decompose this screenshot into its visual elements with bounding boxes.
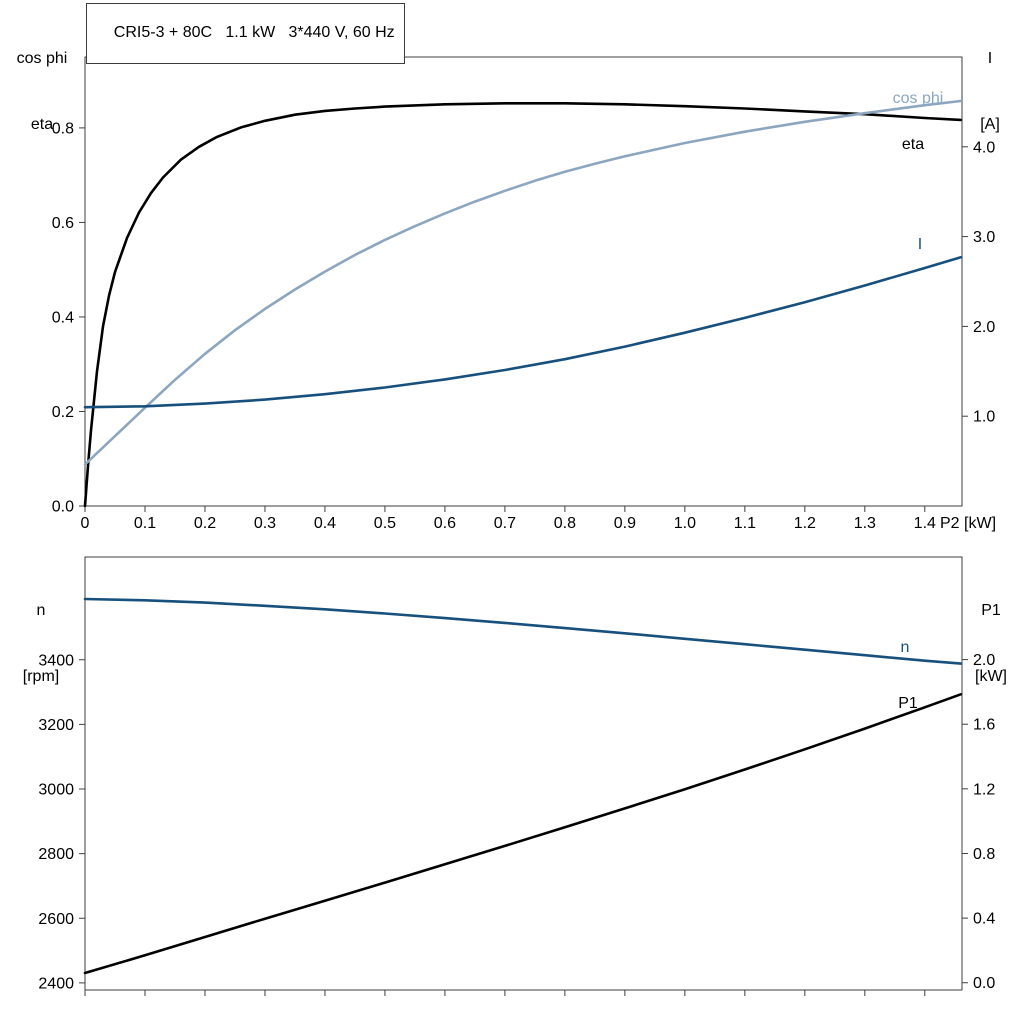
svg-text:1.1: 1.1 [734,515,756,532]
svg-text:0.8: 0.8 [554,515,576,532]
axis-title-speed: n [36,602,46,619]
svg-text:0.0: 0.0 [52,499,74,516]
svg-text:1.2: 1.2 [794,515,816,532]
axis-title-speed-unit: [rpm] [22,668,60,685]
svg-text:0.0: 0.0 [973,975,995,992]
svg-text:1.4: 1.4 [914,515,936,532]
svg-text:eta: eta [902,136,924,153]
svg-text:cos phi: cos phi [893,90,944,107]
svg-text:3400: 3400 [38,652,74,669]
svg-text:P1: P1 [898,695,918,712]
svg-text:0.5: 0.5 [374,515,396,532]
svg-text:0.6: 0.6 [434,515,456,532]
svg-text:2400: 2400 [38,975,74,992]
axis-title-input-power: P1 [981,602,1001,619]
svg-text:2800: 2800 [38,846,74,863]
svg-text:1.0: 1.0 [973,409,995,426]
axis-title-eta: eta [30,116,54,133]
top-right-axis-title: I [A] [962,4,1018,180]
svg-text:4.0: 4.0 [973,139,995,156]
axis-title-current-unit: [A] [980,116,1000,133]
axis-title-cos-phi: cos phi [16,50,68,67]
axis-title-input-power-unit: [kW] [975,668,1007,685]
svg-text:3000: 3000 [38,782,74,799]
svg-text:0.1: 0.1 [134,515,156,532]
bottom-left-axis-title: n [rpm] [4,556,78,732]
svg-text:0.7: 0.7 [494,515,516,532]
bottom-right-axis-title: P1 [kW] [960,556,1022,732]
svg-text:0.2: 0.2 [194,515,216,532]
svg-text:3.0: 3.0 [973,229,995,246]
svg-text:1.3: 1.3 [854,515,876,532]
svg-text:2.0: 2.0 [973,652,995,669]
chart-title: CRI5-3 + 80C 1.1 kW 3*440 V, 60 Hz [113,24,395,41]
svg-text:3200: 3200 [38,717,74,734]
svg-text:0.8: 0.8 [52,120,74,137]
svg-text:0: 0 [81,515,90,532]
top-left-axis-title: cos phi eta [4,4,80,180]
svg-text:I: I [918,236,922,253]
svg-text:0.4: 0.4 [314,515,336,532]
svg-text:n: n [901,639,910,656]
svg-text:0.8: 0.8 [973,846,995,863]
svg-text:0.2: 0.2 [52,404,74,421]
svg-text:0.4: 0.4 [52,309,74,326]
svg-text:P2 [kW]: P2 [kW] [940,515,996,532]
svg-text:0.3: 0.3 [254,515,276,532]
svg-text:1.2: 1.2 [973,781,995,798]
svg-text:1.6: 1.6 [973,717,995,734]
chart-title-box: CRI5-3 + 80C 1.1 kW 3*440 V, 60 Hz [86,3,405,64]
svg-text:2600: 2600 [38,911,74,928]
svg-text:0.6: 0.6 [52,215,74,232]
svg-text:0.9: 0.9 [614,515,636,532]
svg-text:1.0: 1.0 [674,515,696,532]
axis-title-current: I [987,50,993,67]
svg-text:2.0: 2.0 [973,319,995,336]
svg-text:0.4: 0.4 [973,911,995,928]
